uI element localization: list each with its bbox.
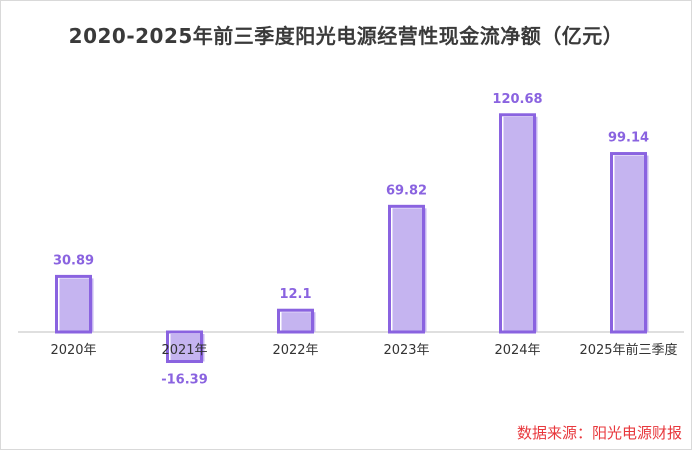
bar-fill-0 [59, 278, 94, 332]
x-tick-label: 2021年 [161, 343, 207, 358]
data-label: 30.89 [53, 253, 94, 268]
data-source-note: 数据来源：阳光电源财报 [516, 424, 682, 442]
x-tick-label: 2023年 [383, 343, 429, 358]
bar-4 [499, 113, 536, 334]
bar-3 [388, 204, 425, 334]
bar-1 [166, 330, 203, 364]
bar-5 [610, 152, 647, 334]
bar-fill-3 [392, 208, 427, 332]
x-tick-label: 2020年 [50, 343, 96, 358]
bar-2 [277, 308, 314, 334]
x-tick-label: 2022年 [272, 343, 318, 358]
bar-0 [55, 274, 92, 334]
bar-fill-1 [170, 334, 205, 362]
bar-fill-5 [614, 155, 649, 332]
bar-fill-4 [503, 116, 538, 332]
data-label: 120.68 [492, 92, 542, 107]
bar-fill-2 [281, 312, 316, 332]
data-label: 12.1 [279, 287, 311, 302]
chart-title: 2020-2025年前三季度阳光电源经营性现金流净额（亿元） [68, 24, 624, 48]
x-tick-label: 2024年 [494, 343, 540, 358]
data-label: 99.14 [608, 131, 649, 146]
x-tick-label: 2025年前三季度 [579, 342, 677, 358]
data-label: -16.39 [161, 373, 208, 388]
data-label: 69.82 [386, 183, 427, 198]
